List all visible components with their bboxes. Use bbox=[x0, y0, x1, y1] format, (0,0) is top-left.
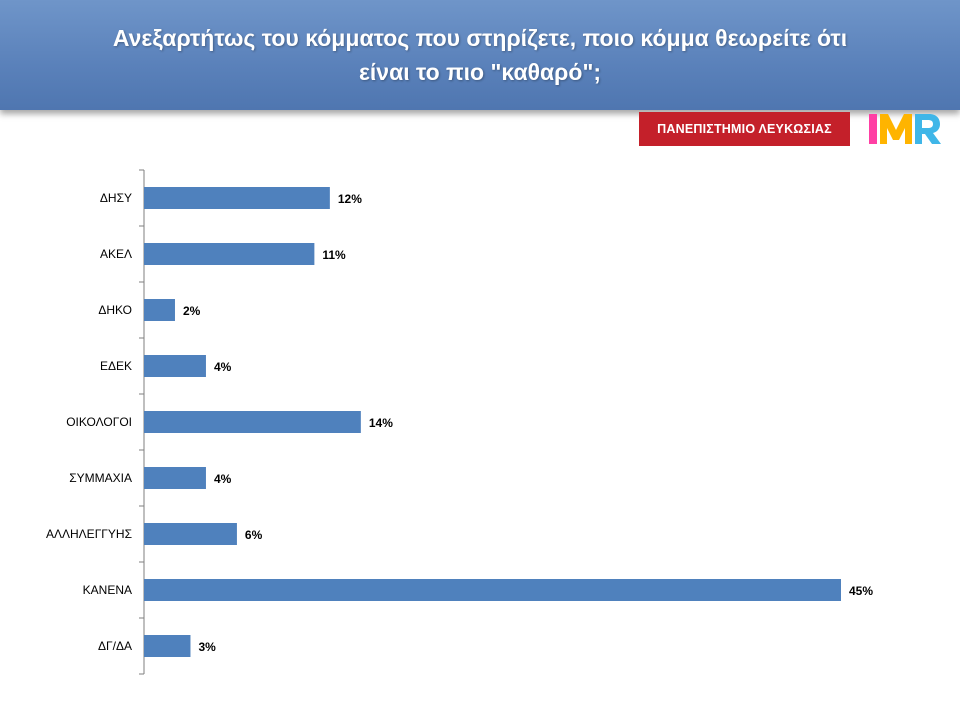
data-label: 4% bbox=[214, 360, 232, 374]
bar bbox=[144, 467, 206, 489]
bar bbox=[144, 243, 315, 265]
category-label: ΟΙΚΟΛΟΓΟΙ bbox=[66, 415, 132, 429]
data-label: 3% bbox=[198, 640, 216, 654]
bar bbox=[144, 187, 330, 209]
imr-logo bbox=[869, 114, 941, 144]
bar bbox=[144, 523, 237, 545]
category-label: ΚΑΝΕΝΑ bbox=[83, 583, 132, 597]
university-logo: ΠΑΝΕΠΙΣΤΗΜΙΟ ΛΕΥΚΩΣΙΑΣ bbox=[639, 112, 850, 146]
data-label: 6% bbox=[245, 528, 263, 542]
bar bbox=[144, 355, 206, 377]
page-title: Ανεξαρτήτως του κόμματος που στηρίζετε, … bbox=[50, 21, 910, 89]
data-label: 12% bbox=[338, 192, 362, 206]
category-label: ΔΗΚΟ bbox=[98, 303, 132, 317]
category-label: ΑΛΛΗΛΕΓΓΥΗΣ bbox=[46, 527, 132, 541]
bar bbox=[144, 411, 361, 433]
bar bbox=[144, 635, 191, 657]
category-label: ΔΓ/ΔΑ bbox=[98, 639, 132, 653]
title-banner: Ανεξαρτήτως του κόμματος που στηρίζετε, … bbox=[0, 0, 960, 110]
data-label: 45% bbox=[849, 584, 873, 598]
category-label: ΕΔΕΚ bbox=[100, 359, 132, 373]
title-line-1: Ανεξαρτήτως του κόμματος που στηρίζετε, … bbox=[112, 25, 848, 51]
category-label: ΔΗΣΥ bbox=[100, 191, 132, 205]
bar bbox=[144, 299, 175, 321]
data-label: 2% bbox=[183, 304, 201, 318]
category-label: ΑΚΕΛ bbox=[100, 247, 132, 261]
bar-chart: ΔΗΣΥ 12% ΑΚΕΛ 11% ΔΗΚΟ 2% ΕΔΕΚ 4% ΟΙΚΟΛΟΓΟΙ 14% ΣΥ… bbox=[46, 169, 873, 675]
data-label: 14% bbox=[369, 416, 393, 430]
data-label: 11% bbox=[322, 248, 346, 262]
title-line-2: είναι το πιο "καθαρό"; bbox=[358, 59, 602, 85]
data-label: 4% bbox=[214, 472, 232, 486]
bar bbox=[144, 579, 841, 601]
category-label: ΣΥΜΜΑΧΙΑ bbox=[69, 471, 132, 485]
